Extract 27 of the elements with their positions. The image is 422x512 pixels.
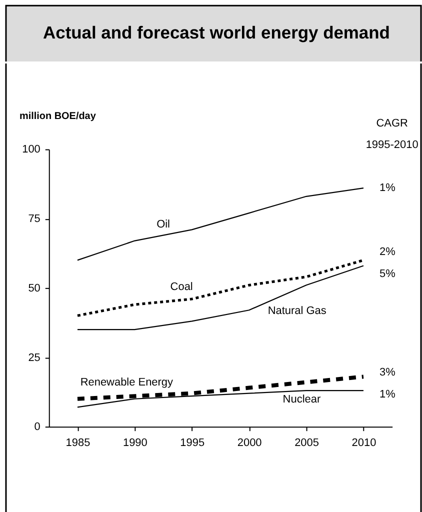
annotation: 3% <box>379 366 396 379</box>
chart-title: Actual and forecast world energy demand <box>43 22 390 43</box>
series-label: Nuclear <box>282 394 321 406</box>
y-tick-label: 75 <box>28 213 40 226</box>
x-tick-label: 1990 <box>122 437 148 450</box>
series-label: Oil <box>156 218 170 230</box>
line-series <box>76 265 364 330</box>
series-label: Renewable Energy <box>80 376 174 389</box>
y-tick-label: 0 <box>34 421 40 434</box>
y-axis-title: million BOE/day <box>19 110 96 122</box>
annotation: 5% <box>379 268 396 280</box>
annotation: CAGR 1995-2010 <box>366 117 418 152</box>
annotation: 1% <box>379 182 396 194</box>
y-tick-label: 25 <box>28 352 40 364</box>
y-tick-label: 50 <box>28 282 40 294</box>
y-tick-label: 100 <box>22 144 40 156</box>
series-label: Coal <box>170 281 193 294</box>
x-tick-label: 1985 <box>66 437 90 450</box>
x-tick-label: 2000 <box>237 437 262 450</box>
x-tick-label: 2005 <box>294 437 319 450</box>
series-label: Natural Gas <box>268 305 327 318</box>
line-series <box>76 188 364 261</box>
x-tick-label: 1995 <box>180 437 205 450</box>
line-series <box>76 258 365 317</box>
x-tick-label: 2010 <box>352 437 376 450</box>
annotation: 1% <box>379 388 396 401</box>
annotation: 2% <box>379 246 396 258</box>
